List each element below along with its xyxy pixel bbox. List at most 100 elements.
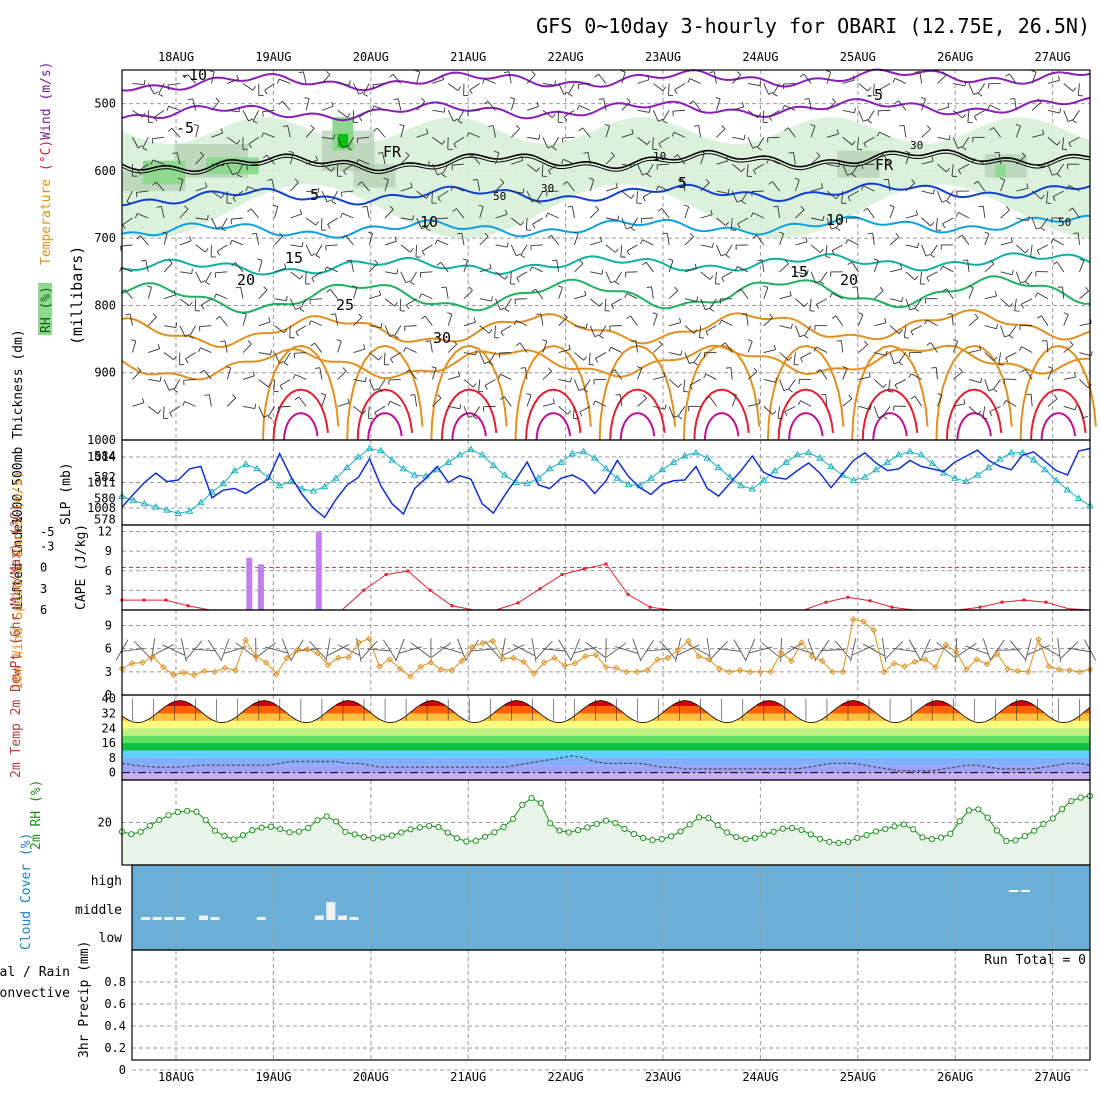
wind-barb — [1072, 207, 1080, 219]
surface-temp-contour — [1019, 344, 1097, 441]
wind-barb-flag — [315, 254, 321, 259]
wind-barb-flag — [1053, 394, 1058, 400]
wind-barb-flag — [932, 189, 935, 194]
wind-barb — [247, 186, 259, 192]
wind-speed-point — [499, 655, 507, 662]
wind-barb-flag — [892, 78, 896, 83]
wind-barb-flag — [209, 70, 215, 73]
wind-speed-point — [468, 643, 476, 651]
surface-temp-contour — [272, 388, 329, 441]
wind-barb — [309, 298, 322, 301]
wind-barb-flag — [709, 275, 714, 280]
wind-barb — [914, 396, 923, 407]
wind-barb — [709, 396, 717, 407]
wind-barb — [321, 74, 331, 84]
wind-barb — [958, 163, 970, 171]
wind-barb — [495, 271, 506, 280]
wind-barb — [195, 154, 205, 165]
wind-barb-flag — [173, 290, 176, 295]
wind-barb — [369, 325, 382, 329]
wind-barb-flag — [536, 200, 542, 205]
wind-barb — [183, 379, 196, 381]
wind-speed-point — [314, 650, 321, 657]
wind-barb — [668, 379, 679, 388]
wind-barb-flag — [579, 411, 583, 417]
wind-barb-flag — [1015, 123, 1021, 127]
wind-barb-flag — [221, 228, 226, 232]
wind-barb — [479, 325, 490, 334]
wind-barb — [684, 236, 694, 246]
wind-barb — [630, 217, 638, 229]
wind-barb-flag — [270, 349, 272, 355]
surface-wind-barb — [235, 642, 256, 658]
wind-barb-flag — [640, 239, 643, 245]
wind-barb — [248, 136, 260, 145]
wind-barb-flag — [1009, 302, 1013, 308]
wind-speed-point — [510, 654, 517, 662]
wind-barb-flag — [1068, 207, 1074, 212]
thickness-point — [343, 463, 351, 471]
wind-barb-flag — [615, 182, 618, 188]
thickness-point — [613, 474, 622, 481]
wind-speed-point — [232, 667, 239, 674]
wind-barb — [810, 271, 816, 284]
wind-barb — [409, 369, 417, 380]
wind-barb-flag — [993, 356, 998, 362]
wind-barb-flag — [894, 361, 899, 365]
wind-barb-flag — [515, 124, 520, 129]
wind-barb-flag — [457, 86, 462, 91]
thickness-point — [827, 462, 835, 470]
cloud-low-bar — [141, 917, 151, 920]
thickness-point — [377, 446, 385, 454]
wind-barb — [779, 295, 792, 300]
wind-barb — [937, 106, 950, 111]
wind-barb-flag — [394, 335, 399, 339]
rh2m-point — [146, 822, 154, 829]
wind-barb — [495, 152, 500, 165]
wind-barb-flag — [220, 340, 226, 343]
wind-barb — [757, 137, 765, 148]
temp-tick: 16 — [102, 736, 116, 750]
wind-barb-flag — [279, 361, 285, 364]
wind-barb-flag — [946, 200, 951, 205]
wind-speed-point — [819, 657, 826, 665]
wind-barb-flag — [813, 346, 817, 352]
wind-barb-flag — [836, 340, 842, 342]
wind-barb — [400, 217, 413, 221]
wind-speed-point — [1076, 668, 1083, 676]
wind-barb — [605, 187, 618, 192]
wind-barb — [448, 405, 461, 410]
wind-barb-flag — [699, 337, 705, 339]
wind-barb-flag — [842, 366, 848, 369]
date-label-bottom: 25AUG — [840, 1070, 876, 1084]
wind-barb-flag — [457, 120, 463, 124]
wind-barb-flag — [741, 102, 745, 107]
wind-barb — [1031, 190, 1042, 200]
wind-barb-flag — [504, 275, 509, 280]
wind-barb — [495, 182, 505, 192]
wind-barb — [831, 292, 843, 300]
wind-barb — [376, 127, 386, 138]
wind-barb — [705, 373, 717, 380]
wind-barb-flag — [232, 172, 238, 176]
wind-barb-flag — [831, 226, 837, 230]
wind-barb-flag — [953, 339, 958, 342]
wind-speed-point — [1004, 665, 1011, 672]
wind-barb-flag — [1059, 108, 1062, 114]
wind-barb-flag — [579, 259, 584, 264]
wind-barb — [321, 136, 334, 140]
wind-barb — [921, 190, 934, 195]
wind-barb — [421, 244, 433, 252]
surface-wind-barb — [431, 642, 452, 658]
wind-barb-flag — [1031, 70, 1037, 73]
wind-barb — [847, 190, 859, 198]
wind-barb-flag — [968, 285, 974, 288]
wind-barb-flag — [731, 393, 737, 396]
wind-barb — [1079, 322, 1092, 327]
wind-barb — [653, 83, 664, 92]
wind-barb-flag — [263, 286, 268, 291]
wind-barb-flag — [390, 358, 394, 364]
wind-barb — [479, 352, 485, 364]
rh-contour-label: 10 — [653, 150, 666, 163]
wind-barb — [1032, 133, 1044, 138]
